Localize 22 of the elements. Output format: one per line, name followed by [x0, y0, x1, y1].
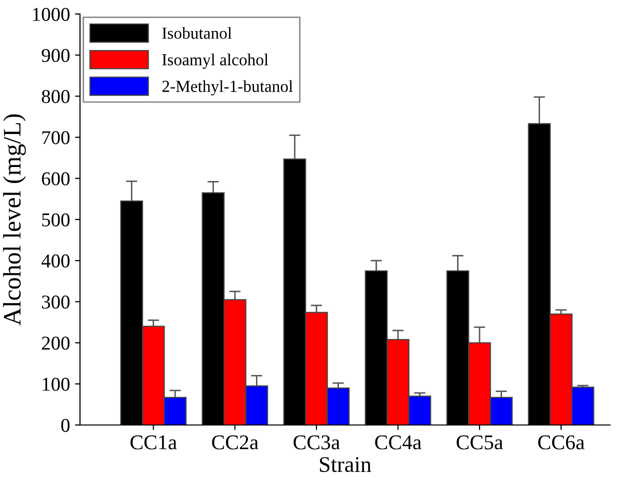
legend-label: 2-Methyl-1-butanol — [162, 80, 293, 96]
y-axis-title: Alcohol level (mg/L) — [3, 114, 26, 326]
legend-label: Isobutanol — [162, 27, 232, 39]
x-tick-label: CC4a — [375, 435, 422, 450]
y-tick-label: 200 — [42, 336, 70, 350]
y-tick-label: 600 — [42, 172, 70, 186]
x-tick-label: CC3a — [294, 435, 340, 450]
x-tick-label: CC6a — [538, 435, 585, 450]
y-tick-label: 300 — [42, 296, 70, 309]
x-axis-title: Strain — [320, 457, 372, 472]
y-tick-label: 900 — [42, 48, 70, 62]
y-tick-label: 500 — [42, 213, 70, 226]
y-tick-label: 100 — [42, 378, 70, 391]
y-tick-label: 400 — [41, 254, 70, 268]
y-tick-label: 1000 — [33, 8, 70, 21]
y-tick-label: 0 — [61, 418, 70, 432]
y-tick-label: 800 — [42, 90, 70, 104]
y-tick-label: 700 — [42, 131, 70, 144]
x-tick-label: CC2a — [212, 435, 258, 450]
x-tick-label: CC1a — [130, 435, 177, 450]
x-tick-label: CC5a — [456, 435, 503, 450]
legend-label: Isoamyl alcohol — [162, 54, 268, 69]
